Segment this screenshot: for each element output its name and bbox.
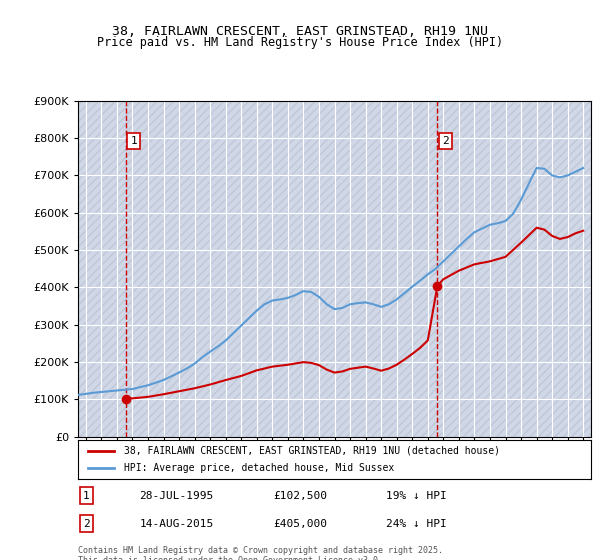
Text: 38, FAIRLAWN CRESCENT, EAST GRINSTEAD, RH19 1NU: 38, FAIRLAWN CRESCENT, EAST GRINSTEAD, R… (112, 25, 488, 38)
Text: £102,500: £102,500 (273, 491, 327, 501)
Text: 1: 1 (83, 491, 90, 501)
Text: 1: 1 (130, 136, 137, 146)
Text: Contains HM Land Registry data © Crown copyright and database right 2025.
This d: Contains HM Land Registry data © Crown c… (78, 546, 443, 560)
Text: Price paid vs. HM Land Registry's House Price Index (HPI): Price paid vs. HM Land Registry's House … (97, 36, 503, 49)
Text: 38, FAIRLAWN CRESCENT, EAST GRINSTEAD, RH19 1NU (detached house): 38, FAIRLAWN CRESCENT, EAST GRINSTEAD, R… (124, 446, 500, 456)
Text: 24% ↓ HPI: 24% ↓ HPI (386, 519, 446, 529)
Text: £405,000: £405,000 (273, 519, 327, 529)
Text: 2: 2 (83, 519, 90, 529)
Text: 19% ↓ HPI: 19% ↓ HPI (386, 491, 446, 501)
Text: 14-AUG-2015: 14-AUG-2015 (140, 519, 214, 529)
Text: HPI: Average price, detached house, Mid Sussex: HPI: Average price, detached house, Mid … (124, 463, 394, 473)
Text: 28-JUL-1995: 28-JUL-1995 (140, 491, 214, 501)
Text: 2: 2 (442, 136, 449, 146)
